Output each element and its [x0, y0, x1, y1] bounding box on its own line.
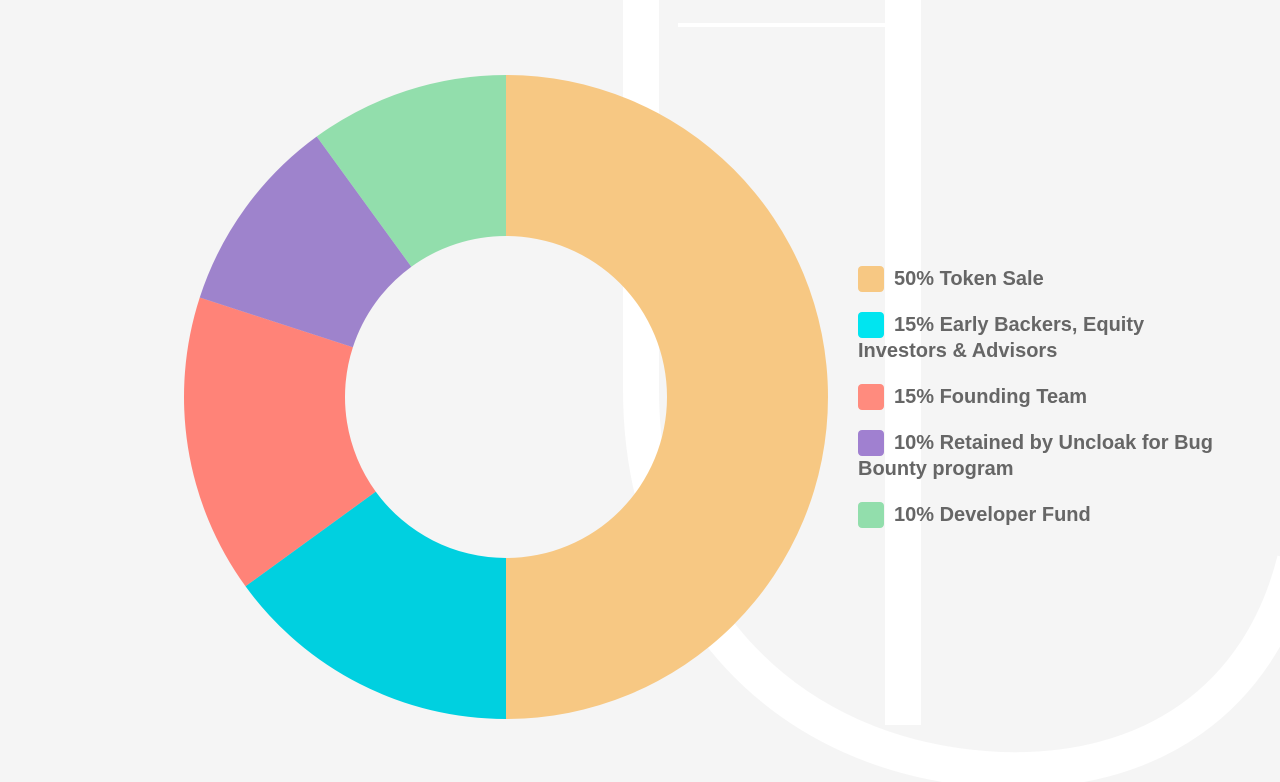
- legend-label-bug-bounty: 10% Retained by Uncloak for Bug Bounty p…: [858, 432, 1213, 480]
- legend-label-token-sale: 50% Token Sale: [894, 268, 1044, 290]
- legend-item-token-sale: 50% Token Sale: [858, 266, 1238, 292]
- donut-slice-developer-fund[interactable]: [316, 75, 506, 267]
- legend-swatch-founding-team: [858, 384, 884, 410]
- legend-item-early-backers: 15% Early Backers, Equity Investors & Ad…: [858, 312, 1238, 364]
- legend-label-developer-fund: 10% Developer Fund: [894, 504, 1091, 526]
- legend-item-founding-team: 15% Founding Team: [858, 384, 1238, 410]
- legend-swatch-early-backers: [858, 312, 884, 338]
- chart-legend: 50% Token Sale 15% Early Backers, Equity…: [858, 266, 1238, 548]
- legend-item-developer-fund: 10% Developer Fund: [858, 502, 1238, 528]
- legend-swatch-bug-bounty: [858, 430, 884, 456]
- donut-slice-token-sale[interactable]: [506, 75, 828, 719]
- donut-slice-bug-bounty[interactable]: [199, 136, 412, 348]
- legend-label-founding-team: 15% Founding Team: [894, 386, 1087, 408]
- legend-item-bug-bounty: 10% Retained by Uncloak for Bug Bounty p…: [858, 430, 1238, 482]
- legend-swatch-token-sale: [858, 266, 884, 292]
- donut-slice-early-backers[interactable]: [245, 491, 506, 719]
- legend-label-early-backers: 15% Early Backers, Equity Investors & Ad…: [858, 314, 1145, 362]
- legend-swatch-developer-fund: [858, 502, 884, 528]
- donut-slice-founding-team[interactable]: [183, 297, 376, 587]
